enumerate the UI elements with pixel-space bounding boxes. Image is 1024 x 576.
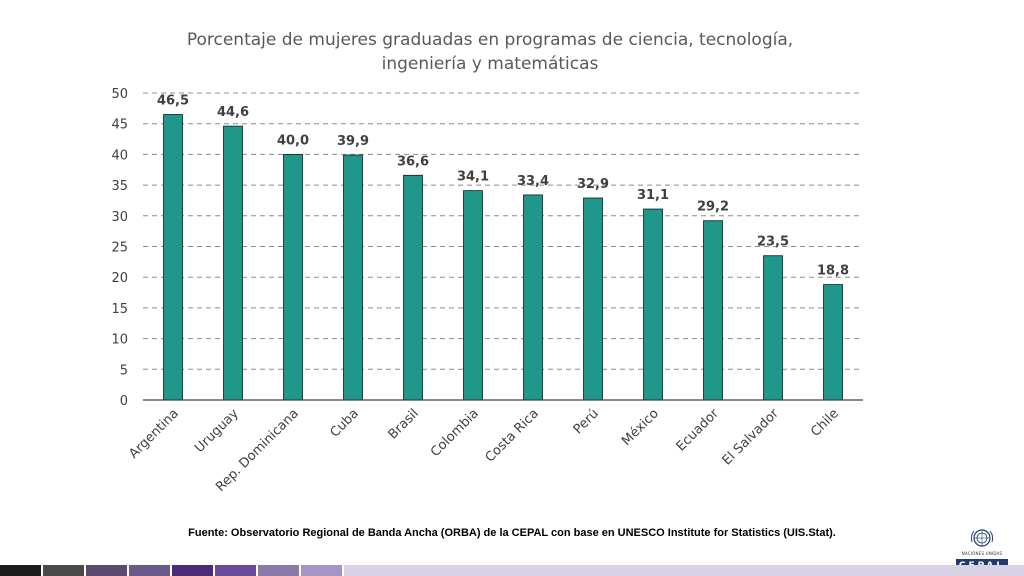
data-label: 31,1 bbox=[637, 188, 669, 203]
data-label: 33,4 bbox=[517, 174, 549, 189]
bar bbox=[343, 154, 363, 401]
data-label: 36,6 bbox=[397, 154, 429, 169]
bar bbox=[643, 208, 663, 401]
bar bbox=[823, 284, 843, 401]
bar-chart: Porcentaje de mujeres graduadas en progr… bbox=[111, 30, 863, 495]
footer-strip-segment bbox=[0, 565, 41, 576]
footer-strip-segment bbox=[172, 565, 213, 576]
footer-strip-segment bbox=[258, 565, 299, 576]
data-label: 23,5 bbox=[757, 235, 789, 250]
x-tick-label: Argentina bbox=[126, 406, 181, 461]
bar bbox=[463, 190, 483, 401]
x-tick-label: Brasil bbox=[386, 406, 422, 442]
gridlines bbox=[143, 92, 863, 370]
x-tick-label: Uruguay bbox=[192, 406, 242, 456]
y-tick-label: 10 bbox=[111, 333, 128, 348]
y-tick-label: 0 bbox=[120, 394, 128, 409]
y-tick-label: 25 bbox=[111, 241, 128, 256]
x-tick-label: Perú bbox=[571, 406, 602, 437]
x-tick-label: Ecuador bbox=[674, 406, 723, 455]
x-tick-label: Cuba bbox=[328, 406, 362, 440]
x-tick-label: El Salvador bbox=[720, 406, 783, 469]
data-label: 29,2 bbox=[697, 200, 729, 215]
bar bbox=[763, 255, 783, 401]
x-tick-label: Colombia bbox=[428, 406, 482, 460]
bar bbox=[583, 197, 603, 401]
data-label: 46,5 bbox=[157, 93, 189, 108]
y-tick-label: 30 bbox=[111, 210, 128, 225]
bar bbox=[283, 153, 303, 401]
data-label: 32,9 bbox=[577, 177, 609, 192]
footer-strip-segment bbox=[43, 565, 84, 576]
bar bbox=[163, 114, 183, 401]
x-tick-label: Costa Rica bbox=[483, 406, 542, 465]
footer-color-strip bbox=[0, 565, 1024, 576]
data-label: 18,8 bbox=[817, 264, 849, 279]
x-tick-label: México bbox=[619, 406, 662, 449]
logo-subtext: NACIONES UNIDAS bbox=[961, 551, 1003, 556]
source-note: Fuente: Observatorio Regional de Banda A… bbox=[188, 527, 836, 539]
bar bbox=[703, 220, 723, 401]
data-label: 44,6 bbox=[217, 105, 249, 120]
footer-strip-segment bbox=[86, 565, 127, 576]
footer-strip-segment bbox=[301, 565, 342, 576]
chart-title-line-2: ingeniería y matemáticas bbox=[382, 54, 599, 74]
bars: 46,5 44,6 40,0 39,9 36,6 34,1 33,4 32,9 31,1 29,2… bbox=[157, 93, 849, 401]
footer-strip-segment bbox=[344, 565, 1024, 576]
y-tick-label: 40 bbox=[111, 148, 128, 163]
footer-strip-segment bbox=[215, 565, 256, 576]
y-axis: 0 5 10 15 20 25 30 35 40 45 50 bbox=[111, 87, 128, 409]
data-label: 39,9 bbox=[337, 134, 369, 149]
y-tick-label: 20 bbox=[111, 271, 128, 286]
y-tick-label: 35 bbox=[111, 179, 128, 194]
bar bbox=[523, 194, 543, 401]
un-emblem-icon bbox=[970, 529, 994, 547]
footer-strip-segment bbox=[129, 565, 170, 576]
bar bbox=[223, 125, 243, 401]
y-tick-label: 5 bbox=[120, 363, 128, 378]
chart-title: Porcentaje de mujeres graduadas en progr… bbox=[187, 30, 793, 74]
bar bbox=[403, 174, 423, 401]
chart-title-line-1: Porcentaje de mujeres graduadas en progr… bbox=[187, 30, 793, 50]
data-label: 40,0 bbox=[277, 133, 309, 148]
data-label: 34,1 bbox=[457, 170, 489, 185]
y-tick-label: 15 bbox=[111, 302, 128, 317]
y-tick-label: 50 bbox=[111, 87, 128, 102]
y-tick-label: 45 bbox=[111, 118, 128, 133]
x-tick-label: Chile bbox=[808, 406, 842, 440]
